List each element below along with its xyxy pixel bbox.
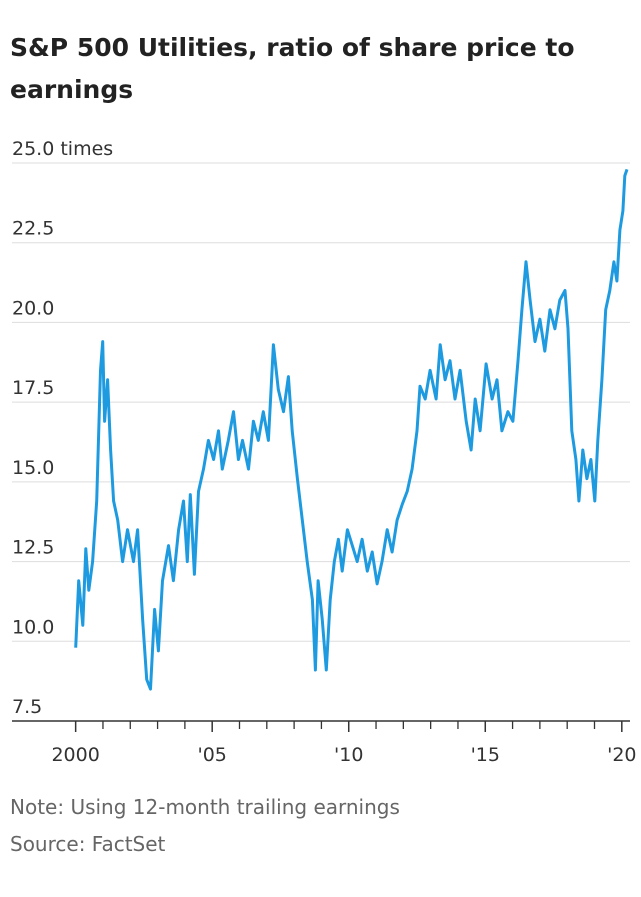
line-series	[74, 168, 629, 691]
y-tick-label: 15.0	[12, 457, 54, 479]
x-tick-label: '10	[334, 744, 363, 766]
x-tick-label: 2000	[51, 744, 99, 766]
y-tick-label: 7.5	[12, 696, 42, 718]
note: Note: Using 12-month trailing earnings	[10, 795, 400, 819]
y-tick-label: 12.5	[12, 537, 54, 559]
y-tick-label: 25.0 times	[12, 138, 113, 160]
y-tick-label: 10.0	[12, 616, 54, 638]
x-tick-label: '20	[607, 744, 636, 766]
chart-title: S&P 500 Utilities, ratio of share price …	[10, 33, 575, 62]
chart-title: earnings	[10, 75, 133, 104]
y-tick-label: 22.5	[12, 218, 54, 240]
y-tick-label: 17.5	[12, 377, 54, 399]
source: Source: FactSet	[10, 832, 166, 856]
x-tick-label: '15	[471, 744, 500, 766]
y-tick-label: 20.0	[12, 297, 54, 319]
x-tick-label: '05	[197, 744, 226, 766]
